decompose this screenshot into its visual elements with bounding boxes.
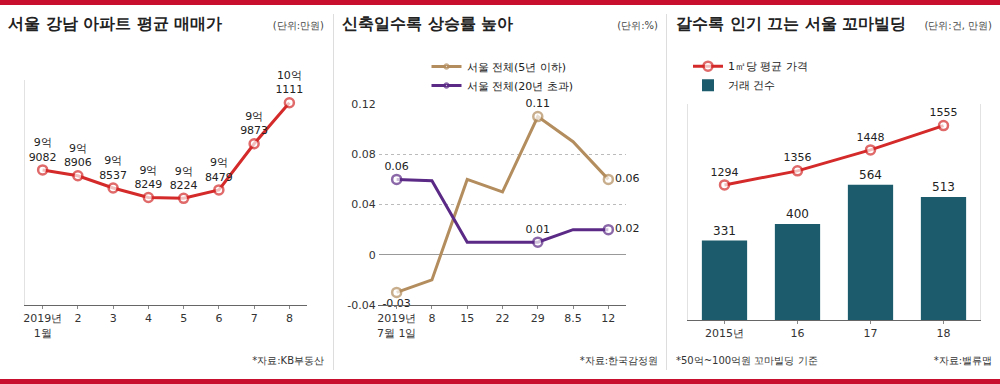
svg-text:400: 400 (786, 207, 809, 221)
svg-text:8.5: 8.5 (564, 312, 582, 325)
html-text:*자료:KB부동산: *자료:KB부동산 (252, 355, 324, 366)
svg-text:0: 0 (369, 249, 376, 262)
svg-text:서울 전체(20년 초과): 서울 전체(20년 초과) (467, 80, 574, 93)
svg-text:12: 12 (601, 312, 615, 325)
html-text:(단위:%): (단위:%) (617, 20, 658, 31)
svg-text:2015년: 2015년 (705, 327, 744, 340)
svg-text:0.12: 0.12 (351, 98, 376, 111)
svg-text:1356: 1356 (784, 151, 812, 164)
svg-text:15: 15 (460, 312, 474, 325)
svg-text:10억1111: 10억1111 (275, 69, 303, 96)
html-text:신축일수록 상승률 높아: 신축일수록 상승률 높아 (342, 14, 514, 33)
svg-text:0.11: 0.11 (526, 97, 551, 110)
svg-text:9억8249: 9억8249 (134, 164, 162, 191)
svg-text:-0.03: -0.03 (382, 297, 410, 310)
svg-text:0.01: 0.01 (526, 223, 551, 236)
svg-text:9억9873: 9억9873 (240, 110, 268, 137)
html-text:*자료:밸류맵: *자료:밸류맵 (933, 355, 992, 366)
svg-text:-0.04: -0.04 (347, 299, 375, 312)
svg-text:1294: 1294 (711, 166, 739, 179)
svg-text:9억8906: 9억8906 (64, 142, 92, 169)
svg-text:5: 5 (180, 312, 187, 325)
svg-text:2019년7월 1일: 2019년7월 1일 (377, 312, 417, 339)
svg-text:6: 6 (215, 312, 222, 325)
svg-text:16: 16 (791, 327, 805, 340)
html-text:갈수록 인기 끄는 서울 꼬마빌딩: 갈수록 인기 끄는 서울 꼬마빌딩 (676, 14, 907, 33)
svg-text:9억8479: 9억8479 (205, 156, 233, 183)
svg-text:4: 4 (145, 312, 152, 325)
html-text:서울 강남 아파트 평균 매매가: 서울 강남 아파트 평균 매매가 (8, 14, 223, 33)
svg-text:7: 7 (251, 312, 258, 325)
svg-text:564: 564 (859, 168, 882, 182)
html-text:*자료:한국감정원: *자료:한국감정원 (579, 355, 658, 366)
html-text:*50억~100억원 꼬마빌딩 기준: *50억~100억원 꼬마빌딩 기준 (676, 355, 818, 366)
svg-text:331: 331 (713, 224, 736, 238)
svg-text:9억8537: 9억8537 (99, 154, 127, 181)
svg-text:17: 17 (864, 327, 878, 340)
svg-text:0.06: 0.06 (615, 172, 640, 185)
svg-text:2: 2 (74, 312, 81, 325)
svg-text:1448: 1448 (857, 131, 885, 144)
svg-text:9억9082: 9억9082 (29, 136, 57, 163)
svg-text:9억8224: 9억8224 (170, 165, 198, 192)
svg-text:0.02: 0.02 (615, 222, 640, 235)
svg-text:8: 8 (286, 312, 293, 325)
svg-text:8: 8 (428, 312, 435, 325)
svg-text:22: 22 (496, 312, 510, 325)
html-text:(단위:건, 만원): (단위:건, 만원) (924, 20, 992, 31)
svg-text:513: 513 (932, 180, 955, 194)
svg-text:1555: 1555 (930, 106, 958, 119)
html-text:(단위:만원): (단위:만원) (272, 20, 324, 31)
svg-text:0.08: 0.08 (351, 148, 376, 161)
svg-text:18: 18 (937, 327, 951, 340)
svg-text:2019년1월: 2019년1월 (23, 312, 62, 339)
svg-text:1㎡당 평균 가격: 1㎡당 평균 가격 (728, 60, 808, 73)
svg-text:29: 29 (531, 312, 545, 325)
svg-text:0.06: 0.06 (384, 160, 409, 173)
svg-text:서울 전체(5년 이하): 서울 전체(5년 이하) (467, 61, 567, 74)
svg-text:거래 건수: 거래 건수 (728, 79, 776, 92)
svg-text:3: 3 (110, 312, 117, 325)
svg-text:0.04: 0.04 (351, 198, 376, 211)
